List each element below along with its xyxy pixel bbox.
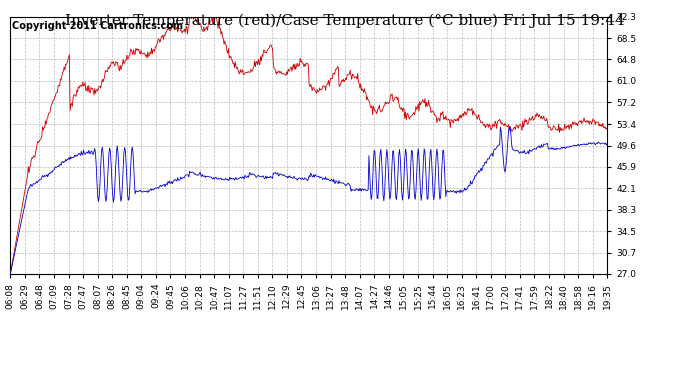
Text: Inverter Temperature (red)/Case Temperature (°C blue) Fri Jul 15 19:44: Inverter Temperature (red)/Case Temperat… <box>65 13 625 27</box>
Text: Copyright 2011 Cartronics.com: Copyright 2011 Cartronics.com <box>12 21 183 31</box>
